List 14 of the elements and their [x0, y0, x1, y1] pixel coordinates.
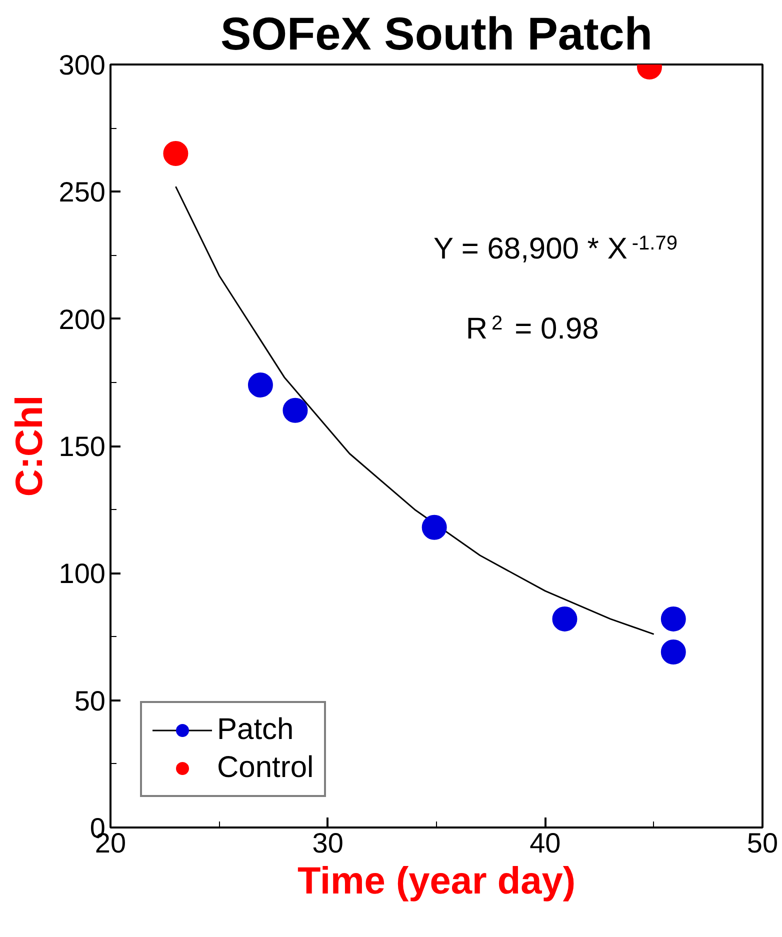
- y-tick-label: 200: [58, 304, 106, 335]
- y-tick-label: 50: [74, 685, 106, 716]
- legend-label: Control: [217, 751, 314, 785]
- y-tick-label: 150: [58, 431, 106, 462]
- x-tick-label: 30: [312, 828, 344, 858]
- x-axis-title: Time (year day): [297, 860, 576, 902]
- legend-label: Patch: [217, 713, 294, 747]
- x-tick-label: 40: [530, 828, 561, 858]
- chart-title: SOFeX South Patch: [220, 8, 652, 60]
- y-tick-label: 300: [58, 50, 106, 80]
- y-axis-title: C:Chl: [8, 395, 51, 497]
- y-tick-label: 100: [58, 558, 106, 590]
- y-tick-label: 250: [58, 176, 106, 208]
- x-tick-label: 50: [746, 828, 778, 858]
